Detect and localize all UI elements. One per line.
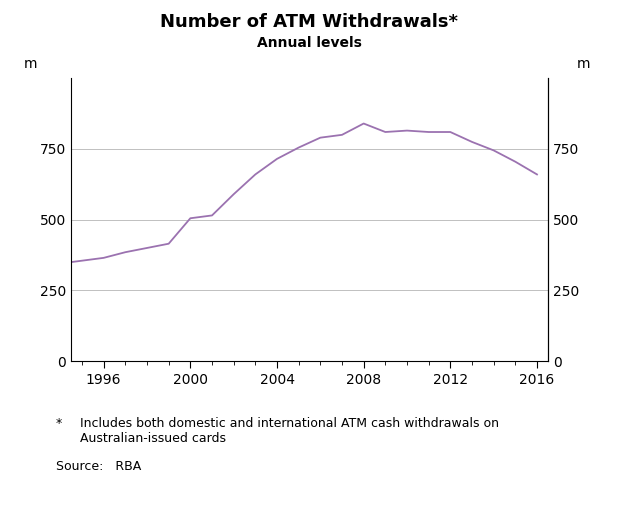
Text: m: m: [24, 57, 37, 71]
Text: Number of ATM Withdrawals*: Number of ATM Withdrawals*: [160, 13, 459, 31]
Text: Includes both domestic and international ATM cash withdrawals on
Australian-issu: Includes both domestic and international…: [80, 417, 500, 444]
Text: Annual levels: Annual levels: [257, 36, 362, 51]
Text: *: *: [56, 417, 62, 430]
Text: m: m: [577, 57, 591, 71]
Text: Source:   RBA: Source: RBA: [56, 460, 141, 473]
